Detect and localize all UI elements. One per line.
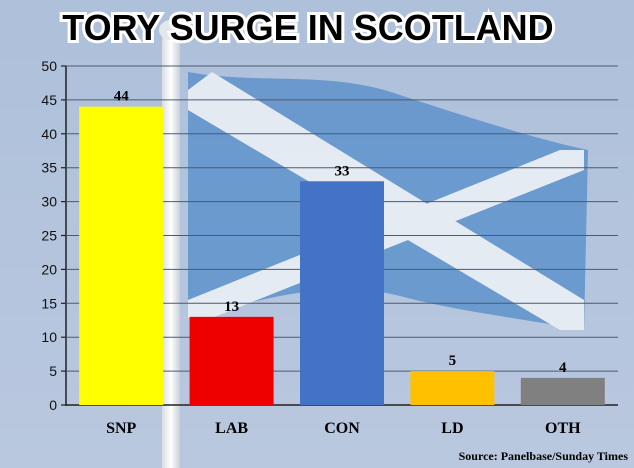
y-tick-label: 15 bbox=[41, 295, 57, 311]
data-label-con: 33 bbox=[335, 163, 350, 179]
x-tick-label: LAB bbox=[215, 420, 248, 437]
flagpole bbox=[162, 30, 180, 468]
bar-snp bbox=[79, 106, 164, 406]
y-tick-label: 35 bbox=[41, 160, 57, 176]
data-label-oth: 4 bbox=[559, 360, 567, 376]
x-tick-label: LD bbox=[441, 420, 463, 437]
y-tick-label: 30 bbox=[41, 194, 57, 210]
y-tick-label: 5 bbox=[49, 363, 57, 379]
y-tick-label: 20 bbox=[41, 261, 57, 277]
y-tick-label: 0 bbox=[49, 397, 57, 413]
chart-title: TORY SURGE IN SCOTLAND bbox=[62, 7, 553, 48]
flagpole-finial bbox=[159, 20, 183, 40]
source-note: Source: Panelbase/Sunday Times bbox=[459, 449, 629, 463]
y-tick-label: 40 bbox=[41, 126, 57, 142]
bar-ld bbox=[410, 371, 495, 405]
x-tick-label: SNP bbox=[106, 420, 136, 437]
y-tick-label: 45 bbox=[41, 92, 57, 108]
data-label-lab: 13 bbox=[224, 299, 239, 315]
x-tick-label: OTH bbox=[545, 420, 581, 437]
data-label-ld: 5 bbox=[449, 353, 457, 369]
data-label-snp: 44 bbox=[114, 89, 130, 105]
saltire-flag bbox=[188, 72, 588, 330]
x-tick-label: CON bbox=[324, 420, 360, 437]
bar-lab bbox=[189, 316, 274, 405]
chart-title-halo: TORY SURGE IN SCOTLAND bbox=[62, 7, 553, 48]
y-tick-label: 25 bbox=[41, 228, 57, 244]
x-tick-labels: SNP LAB CON LD OTH bbox=[106, 420, 581, 437]
bars: 44 13 33 5 4 bbox=[79, 89, 605, 406]
y-tick-labels: 0 5 10 15 20 25 30 35 40 45 50 bbox=[41, 58, 66, 413]
bar-oth bbox=[520, 377, 605, 405]
y-tick-label: 50 bbox=[41, 58, 57, 74]
bar-con bbox=[300, 181, 384, 405]
y-tick-label: 10 bbox=[41, 329, 57, 345]
